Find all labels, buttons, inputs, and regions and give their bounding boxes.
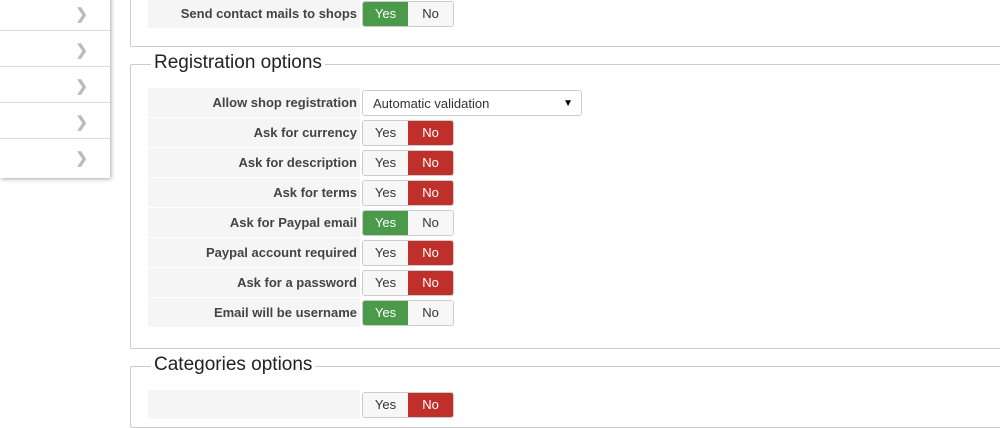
- field-label: Ask for currency: [148, 118, 360, 148]
- yes-no-toggle[interactable]: Yes No: [362, 120, 454, 146]
- field-label: Send contact mails to shops: [148, 0, 360, 29]
- yes-option[interactable]: Yes: [363, 2, 408, 26]
- sidebar-item[interactable]: ❯: [0, 0, 110, 31]
- chevron-right-icon: ❯: [75, 6, 88, 23]
- section-title: Registration options: [151, 52, 325, 74]
- yes-no-toggle[interactable]: Yes No: [362, 150, 454, 176]
- sidebar-item[interactable]: ❯: [0, 139, 110, 174]
- no-option[interactable]: No: [408, 241, 453, 265]
- yes-option[interactable]: Yes: [363, 121, 408, 145]
- yes-no-toggle[interactable]: Yes No: [362, 270, 454, 296]
- field-label: Allow shop registration: [148, 88, 360, 118]
- field-label: Paypal account required: [148, 238, 360, 268]
- no-option[interactable]: No: [408, 121, 453, 145]
- yes-option[interactable]: Yes: [363, 393, 408, 417]
- registration-fieldset: Registration options Allow shop registra…: [130, 52, 1000, 349]
- yes-no-toggle[interactable]: Yes No: [362, 210, 454, 236]
- yes-no-toggle[interactable]: Yes No: [362, 300, 454, 326]
- sidebar-item[interactable]: ❯: [0, 31, 110, 67]
- send-contact-mails-toggle[interactable]: Yes No: [362, 1, 454, 27]
- toggle-row: Ask for terms Yes No: [148, 178, 454, 208]
- yes-option[interactable]: Yes: [363, 301, 408, 325]
- no-option[interactable]: No: [408, 271, 453, 295]
- chevron-right-icon: ❯: [75, 150, 88, 167]
- field-label: [148, 390, 360, 420]
- chevron-right-icon: ❯: [75, 114, 88, 131]
- section-title: Categories options: [151, 354, 316, 376]
- field-label: Ask for a password: [148, 268, 360, 298]
- toggle-row: Ask for currency Yes No: [148, 118, 454, 148]
- sidebar: ❯ ❯ ❯ ❯ ❯: [0, 0, 110, 178]
- toggle-row: Ask for description Yes No: [148, 148, 454, 178]
- selected-value: Automatic validation: [373, 96, 490, 111]
- yes-option[interactable]: Yes: [363, 181, 408, 205]
- sidebar-item[interactable]: ❯: [0, 103, 110, 139]
- no-option[interactable]: No: [408, 2, 453, 26]
- no-option[interactable]: No: [408, 393, 453, 417]
- categories-fieldset: Categories options Yes No: [130, 354, 1000, 428]
- chevron-right-icon: ❯: [75, 42, 88, 59]
- contact-fieldset: Send contact mails to shops Yes No: [130, 0, 1000, 47]
- no-option[interactable]: No: [408, 211, 453, 235]
- field-label: Ask for description: [148, 148, 360, 178]
- yes-option[interactable]: Yes: [363, 151, 408, 175]
- toggle-row: Ask for a password Yes No: [148, 268, 454, 298]
- no-option[interactable]: No: [408, 301, 453, 325]
- dropdown-arrow-icon: ▼: [563, 98, 573, 109]
- yes-no-toggle[interactable]: Yes No: [362, 180, 454, 206]
- yes-no-toggle[interactable]: Yes No: [362, 240, 454, 266]
- toggle-row: Email will be username Yes No: [148, 298, 454, 328]
- no-option[interactable]: No: [408, 151, 453, 175]
- yes-option[interactable]: Yes: [363, 241, 408, 265]
- field-label: Email will be username: [148, 298, 360, 328]
- shop-registration-select[interactable]: Automatic validation ▼: [362, 90, 582, 116]
- toggle-row: Ask for Paypal email Yes No: [148, 208, 454, 238]
- no-option[interactable]: No: [408, 181, 453, 205]
- field-label: Ask for Paypal email: [148, 208, 360, 238]
- chevron-right-icon: ❯: [75, 78, 88, 95]
- toggle-row: Yes No: [148, 390, 454, 420]
- toggle-row: Paypal account required Yes No: [148, 238, 454, 268]
- yes-no-toggle[interactable]: Yes No: [362, 392, 454, 418]
- yes-option[interactable]: Yes: [363, 211, 408, 235]
- sidebar-item[interactable]: ❯: [0, 67, 110, 103]
- yes-option[interactable]: Yes: [363, 271, 408, 295]
- field-label: Ask for terms: [148, 178, 360, 208]
